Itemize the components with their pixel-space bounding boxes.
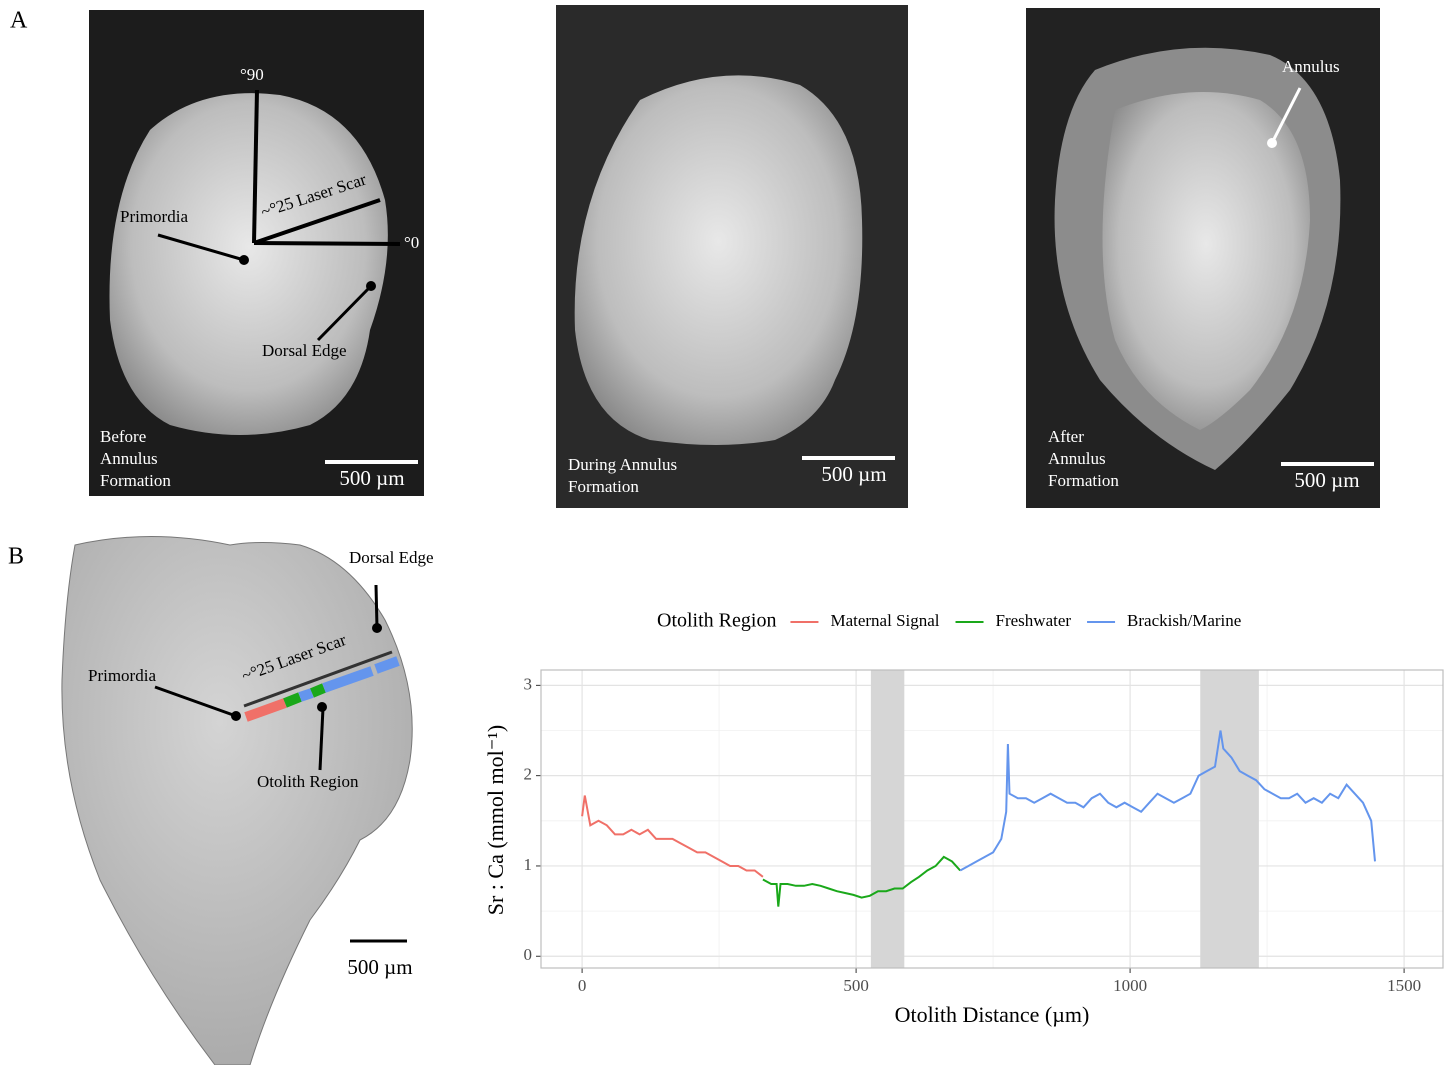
- x-tick-label: 1500: [1387, 976, 1421, 995]
- annotation: Dorsal Edge: [262, 341, 347, 360]
- caption: Formation: [1048, 471, 1119, 490]
- scale-label: 500 µm: [339, 466, 404, 490]
- photo-during: During Annulus Formation 500 µm: [556, 5, 908, 508]
- scale-label: 500 µm: [1294, 468, 1359, 492]
- plot-panel: [541, 670, 1443, 968]
- scale-label: 500 µm: [347, 955, 412, 979]
- x-axis-title: Otolith Distance (µm): [895, 1002, 1090, 1027]
- caption: Formation: [568, 477, 639, 496]
- y-tick-label: 2: [524, 765, 533, 784]
- y-tick-label: 1: [524, 855, 533, 874]
- annotation: Primordia: [88, 666, 156, 685]
- figure: A B °90 Primordia ~°25 Laser Scar °0 Dor…: [0, 0, 1448, 1065]
- legend-label: Maternal Signal: [830, 611, 939, 630]
- annotation: °0: [404, 233, 419, 252]
- y-axis-title: Sr : Ca (mmol mol⁻¹): [483, 725, 508, 916]
- caption: After: [1048, 427, 1084, 446]
- x-tick-label: 500: [843, 976, 869, 995]
- x-tick-label: 1000: [1113, 976, 1147, 995]
- y-tick-label: 0: [524, 945, 533, 964]
- x-tick-label: 0: [578, 976, 587, 995]
- caption: Annulus: [1048, 449, 1106, 468]
- photo-before: °90 Primordia ~°25 Laser Scar °0 Dorsal …: [89, 10, 424, 496]
- scale-label: 500 µm: [821, 462, 886, 486]
- page: {"figure": { "panel_labels": ["A", "B"],…: [0, 0, 1448, 1065]
- photo-b: Dorsal Edge ~°25 Laser Scar Primordia Ot…: [62, 537, 434, 1065]
- caption: Before: [100, 427, 146, 446]
- shaded-region: [1200, 670, 1259, 968]
- annotation: Primordia: [120, 207, 188, 226]
- caption: Formation: [100, 471, 171, 490]
- legend-label: Freshwater: [996, 611, 1072, 630]
- caption: During Annulus: [568, 455, 677, 474]
- panel-label: B: [8, 544, 24, 570]
- annotation: Dorsal Edge: [349, 548, 434, 567]
- shaded-region: [871, 670, 904, 968]
- annotation: Annulus: [1282, 57, 1340, 76]
- chart: 0 500 1000 1500 0 1 2 3 Otolith Distance (µm) Sr …: [483, 610, 1443, 1027]
- annotation: Otolith Region: [257, 772, 359, 791]
- annotation: °90: [240, 65, 264, 84]
- photo-after: Annulus After Annulus Formation 500 µm: [1026, 8, 1380, 508]
- caption: Annulus: [100, 449, 158, 468]
- panel-label: A: [10, 8, 28, 34]
- legend-label: Brackish/Marine: [1127, 611, 1241, 630]
- legend-title: Otolith Region: [657, 610, 776, 632]
- y-tick-label: 3: [524, 674, 533, 693]
